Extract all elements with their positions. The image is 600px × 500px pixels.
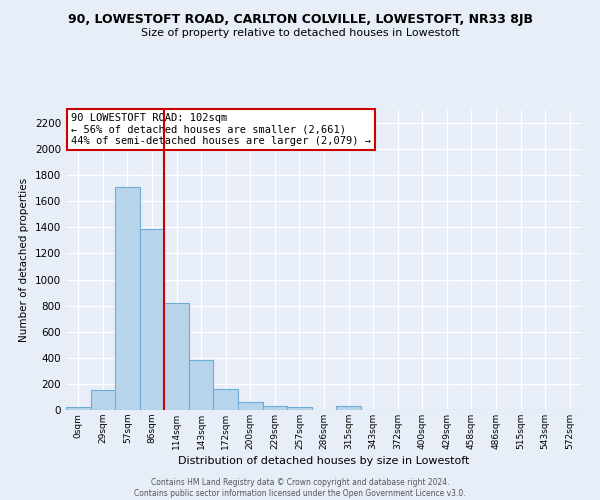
Bar — [91, 390, 115, 410]
Bar — [238, 402, 263, 410]
X-axis label: Distribution of detached houses by size in Lowestoft: Distribution of detached houses by size … — [178, 456, 470, 466]
Y-axis label: Number of detached properties: Number of detached properties — [19, 178, 29, 342]
Bar — [66, 408, 91, 410]
Text: Contains HM Land Registry data © Crown copyright and database right 2024.
Contai: Contains HM Land Registry data © Crown c… — [134, 478, 466, 498]
Bar — [115, 187, 140, 410]
Text: Size of property relative to detached houses in Lowestoft: Size of property relative to detached ho… — [140, 28, 460, 38]
Text: 90 LOWESTOFT ROAD: 102sqm
← 56% of detached houses are smaller (2,661)
44% of se: 90 LOWESTOFT ROAD: 102sqm ← 56% of detac… — [71, 113, 371, 146]
Bar — [336, 406, 361, 410]
Bar — [164, 303, 189, 410]
Bar — [287, 408, 312, 410]
Bar — [140, 228, 164, 410]
Bar — [189, 360, 214, 410]
Bar — [214, 389, 238, 410]
Text: 90, LOWESTOFT ROAD, CARLTON COLVILLE, LOWESTOFT, NR33 8JB: 90, LOWESTOFT ROAD, CARLTON COLVILLE, LO… — [67, 12, 533, 26]
Bar — [263, 406, 287, 410]
